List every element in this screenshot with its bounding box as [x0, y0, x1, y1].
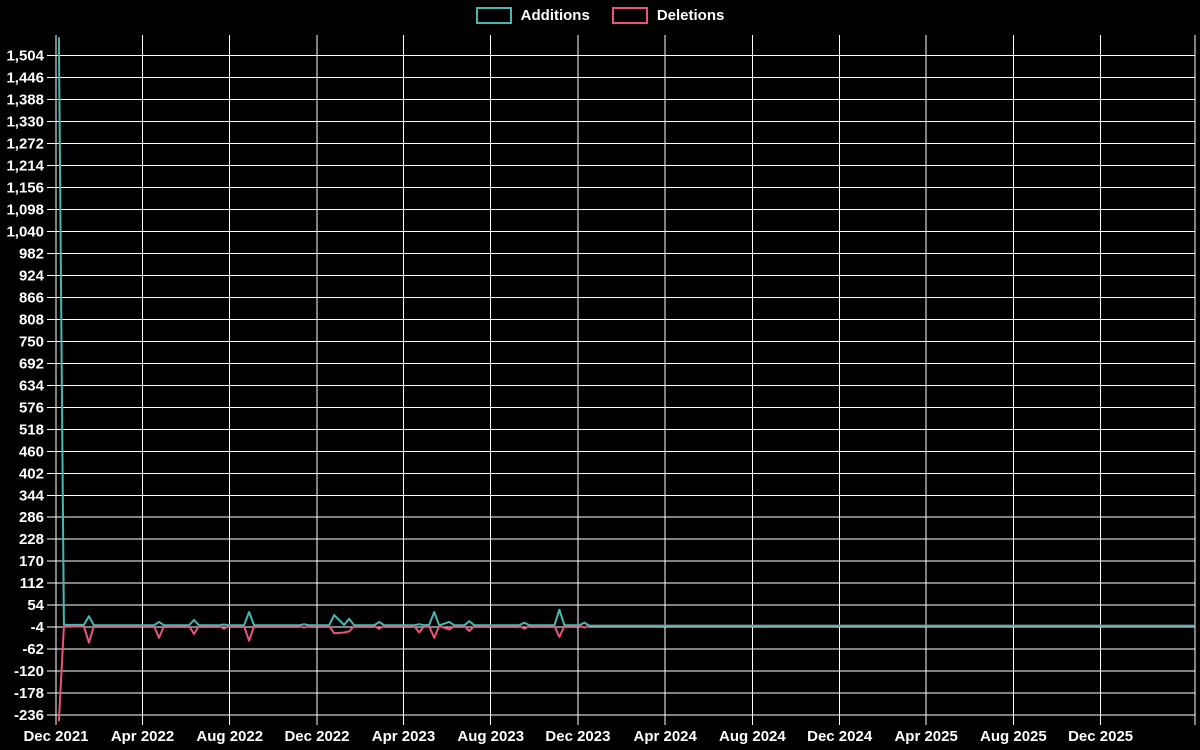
- x-tick-label: Dec 2022: [284, 728, 349, 745]
- y-tick-label: 1,504: [6, 47, 44, 64]
- y-tick-label: 286: [19, 509, 44, 526]
- x-tick-label: Dec 2024: [807, 728, 873, 745]
- additions-legend-label: Additions: [520, 7, 590, 24]
- y-tick-label: 866: [19, 289, 44, 306]
- y-tick-label: 1,446: [6, 69, 44, 86]
- x-tick-label: Aug 2024: [719, 728, 786, 745]
- x-tick-label: Apr 2025: [894, 728, 957, 745]
- additions-swatch-icon: [475, 7, 512, 24]
- y-tick-label: 344: [19, 487, 45, 504]
- y-tick-label: 1,388: [6, 91, 44, 108]
- deletions-legend-label: Deletions: [656, 7, 725, 24]
- legend-item-additions[interactable]: Additions: [475, 7, 590, 24]
- y-tick-label: 402: [19, 465, 44, 482]
- deletions-swatch-icon: [611, 7, 648, 24]
- y-tick-label: -236: [14, 707, 44, 724]
- y-tick-label: 750: [19, 333, 44, 350]
- y-tick-label: 1,098: [6, 201, 44, 218]
- y-tick-label: -120: [14, 663, 44, 680]
- y-tick-label: 982: [19, 245, 44, 262]
- x-tick-label: Dec 2023: [545, 728, 610, 745]
- y-tick-label: 634: [19, 377, 45, 394]
- y-tick-label: 576: [19, 399, 44, 416]
- y-tick-label: 228: [19, 531, 44, 548]
- y-tick-label: 808: [19, 311, 44, 328]
- x-tick-label: Aug 2025: [980, 728, 1047, 745]
- y-tick-label: 1,040: [6, 223, 44, 240]
- y-tick-label: 924: [19, 267, 45, 284]
- additions-line: [57, 37, 1196, 627]
- x-tick-label: Dec 2025: [1068, 728, 1133, 745]
- chart-legend: Additions Deletions: [0, 7, 1200, 24]
- y-tick-label: 518: [19, 421, 44, 438]
- y-tick-label: 1,214: [6, 157, 44, 174]
- y-tick-label: 460: [19, 443, 44, 460]
- x-tick-label: Aug 2022: [196, 728, 263, 745]
- y-tick-label: 692: [19, 355, 44, 372]
- y-tick-label: 112: [20, 575, 44, 592]
- x-tick-label: Aug 2023: [457, 728, 524, 745]
- y-tick-label: -62: [22, 641, 44, 658]
- x-tick-label: Apr 2022: [111, 728, 174, 745]
- x-tick-label: Apr 2024: [633, 728, 697, 745]
- x-tick-label: Dec 2021: [23, 728, 88, 745]
- y-tick-label: 1,330: [6, 113, 44, 130]
- y-tick-label: 170: [19, 553, 44, 570]
- x-tick-label: Apr 2023: [372, 728, 435, 745]
- y-tick-label: -4: [31, 619, 45, 636]
- y-tick-label: 54: [27, 597, 44, 614]
- y-tick-label: 1,156: [6, 179, 44, 196]
- y-tick-label: 1,272: [6, 135, 44, 152]
- y-tick-label: -178: [14, 685, 44, 702]
- legend-item-deletions[interactable]: Deletions: [611, 7, 725, 24]
